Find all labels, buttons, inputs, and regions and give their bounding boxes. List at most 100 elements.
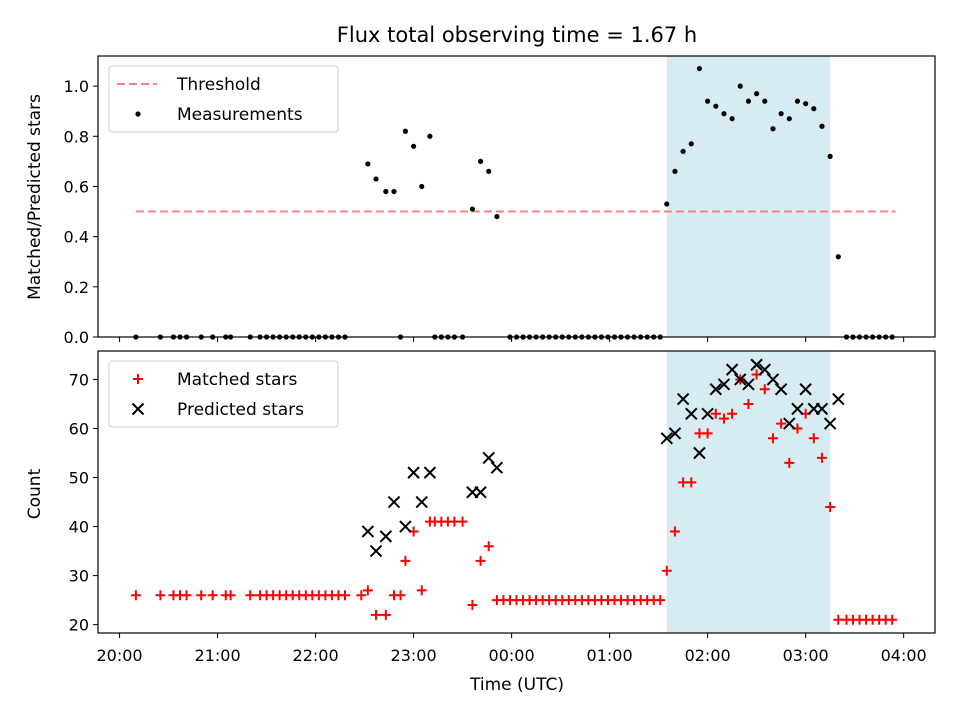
matched-stars-point bbox=[887, 614, 898, 625]
matched-stars-point bbox=[356, 590, 367, 601]
legend-frame bbox=[108, 360, 339, 428]
matched-stars-point bbox=[395, 590, 406, 601]
measurement-point bbox=[811, 106, 817, 112]
bottom-panel: 20 30 40 50 60 70 20:00 21:00 22:00 23:00 00:00 01:… bbox=[69, 350, 936, 665]
legend-label-matched-stars: Matched stars bbox=[177, 370, 297, 390]
observing-window-span bbox=[666, 56, 831, 337]
measurement-point bbox=[427, 133, 433, 139]
y-tick-label: 30 bbox=[69, 567, 89, 586]
predicted-stars-point bbox=[734, 373, 747, 386]
predicted-stars-point bbox=[482, 451, 495, 465]
matched-stars-point bbox=[759, 384, 770, 395]
predicted-stars-point bbox=[399, 520, 412, 533]
predicted-stars-point bbox=[701, 407, 714, 420]
legend-frame bbox=[108, 65, 339, 133]
predicted-stars-point bbox=[490, 461, 504, 474]
measurement-point bbox=[664, 201, 670, 207]
measurement-point bbox=[419, 183, 425, 190]
measurement-point bbox=[786, 116, 792, 122]
measurement-point bbox=[365, 161, 371, 167]
observing-window-span bbox=[666, 351, 831, 633]
measurement-point bbox=[778, 111, 784, 117]
measurement-point bbox=[754, 91, 760, 97]
measurement-point bbox=[770, 126, 776, 132]
legend-label-threshold: Threshold bbox=[176, 75, 261, 95]
measurement-point bbox=[696, 65, 703, 72]
matched-stars-point bbox=[784, 457, 795, 468]
measurement-point bbox=[402, 128, 409, 134]
legend-measurements-swatch bbox=[135, 111, 141, 117]
predicted-stars-point bbox=[387, 495, 401, 509]
predicted-stars-point bbox=[717, 378, 731, 391]
x-tick-label: 22:00 bbox=[293, 646, 339, 665]
measurement-point bbox=[410, 143, 417, 149]
x-tick-label: 21:00 bbox=[195, 646, 241, 665]
predicted-stars-point bbox=[361, 525, 375, 538]
measurement-point bbox=[672, 168, 678, 175]
y-tick-label: 70 bbox=[69, 370, 89, 389]
y-tick-label: 50 bbox=[69, 469, 89, 488]
x-tick-label: 23:00 bbox=[391, 646, 437, 665]
measurement-point bbox=[494, 213, 500, 220]
bottom-y-axis-label: Count bbox=[25, 468, 45, 519]
predicted-stars-point bbox=[407, 466, 420, 479]
predicted-stars-point bbox=[758, 363, 771, 376]
matched-stars-point bbox=[416, 585, 427, 596]
predicted-stars-point bbox=[415, 495, 428, 509]
x-tick-label: 20:00 bbox=[97, 646, 143, 665]
matched-stars-point bbox=[225, 590, 236, 601]
predicted-stars-point bbox=[423, 466, 437, 479]
matched-stars-point bbox=[661, 565, 672, 576]
x-tick-label: 02:00 bbox=[685, 646, 731, 665]
legend-predicted-swatch bbox=[131, 402, 145, 416]
predicted-stars-point bbox=[709, 383, 722, 396]
predicted-stars-point bbox=[766, 373, 780, 386]
matched-stars-point bbox=[702, 428, 713, 439]
top-y-axis-label: Matched/Predicted stars bbox=[25, 94, 45, 300]
matched-stars-point bbox=[400, 555, 411, 566]
matched-stars-point bbox=[380, 609, 391, 620]
matched-stars-point bbox=[467, 600, 478, 611]
predicted-stars-point bbox=[815, 402, 829, 416]
matched-stars-point bbox=[686, 477, 697, 488]
measurement-point bbox=[729, 116, 735, 122]
predicted-stars-point bbox=[369, 544, 383, 558]
predicted-stars-point bbox=[791, 402, 804, 416]
measurement-point bbox=[477, 158, 484, 164]
legend-matched-swatch bbox=[133, 374, 143, 384]
legend: Matched stars Predicted stars bbox=[108, 360, 339, 428]
matched-stars-point bbox=[718, 413, 729, 424]
predicted-stars-point bbox=[742, 378, 755, 391]
matched-stars-point bbox=[816, 452, 827, 463]
matched-stars-point bbox=[767, 433, 778, 444]
matched-stars-point bbox=[155, 590, 166, 601]
measurement-point bbox=[745, 98, 752, 104]
legend-label-measurements: Measurements bbox=[177, 105, 303, 125]
predicted-stars-point bbox=[379, 530, 393, 543]
figure-title: Flux total observing time = 1.67 h bbox=[337, 23, 697, 47]
x-tick-label: 03:00 bbox=[783, 646, 829, 665]
predicted-stars-point bbox=[685, 407, 698, 420]
predicted-stars-point bbox=[668, 427, 682, 440]
matched-stars-point bbox=[245, 590, 256, 601]
legend-label-predicted-stars: Predicted stars bbox=[177, 400, 304, 420]
x-tick-label: 00:00 bbox=[489, 646, 535, 665]
y-tick-label: 20 bbox=[69, 616, 89, 635]
legend: Threshold Measurements bbox=[108, 65, 339, 133]
measurement-point bbox=[794, 98, 801, 104]
measurement-point bbox=[705, 98, 711, 104]
predicted-stars-point bbox=[676, 392, 690, 406]
predicted-stars-point bbox=[783, 417, 796, 430]
matched-stars-point bbox=[808, 433, 819, 444]
predicted-stars-point bbox=[799, 383, 812, 396]
matched-stars-point bbox=[825, 501, 836, 512]
matched-stars-point bbox=[669, 526, 680, 537]
y-tick-label: 1.0 bbox=[64, 77, 89, 96]
predicted-stars-point bbox=[660, 432, 673, 445]
x-tick-label: 01:00 bbox=[587, 646, 633, 665]
matched-stars-point bbox=[710, 408, 721, 419]
axes-frame bbox=[97, 55, 936, 338]
x-tick-label: 04:00 bbox=[881, 646, 927, 665]
measurement-point bbox=[688, 141, 694, 147]
predicted-stars-point bbox=[774, 383, 788, 396]
